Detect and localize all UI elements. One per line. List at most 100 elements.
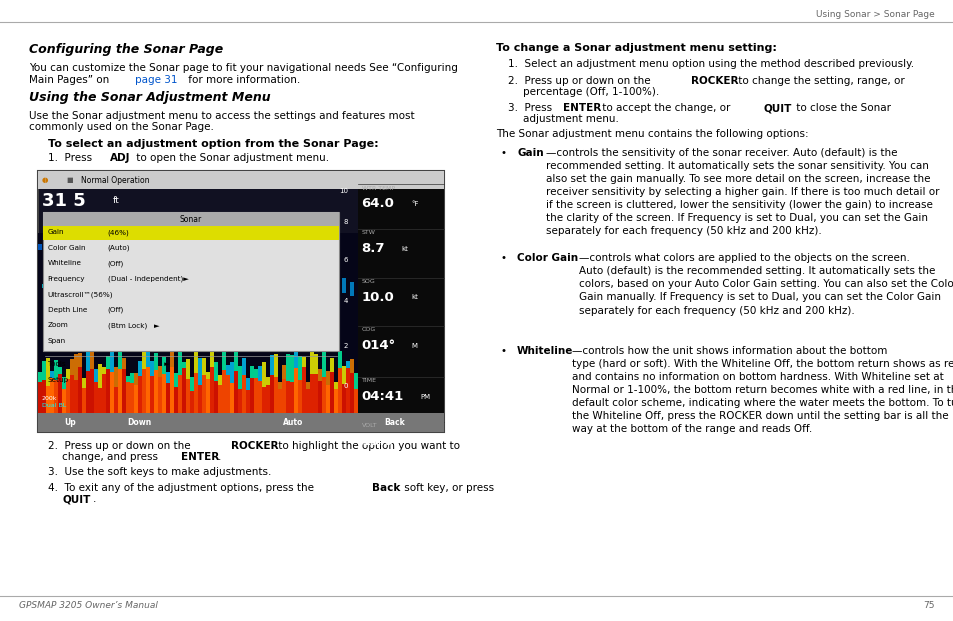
FancyBboxPatch shape	[62, 389, 66, 413]
FancyBboxPatch shape	[297, 380, 301, 413]
FancyBboxPatch shape	[198, 358, 202, 385]
Text: .: .	[92, 494, 96, 504]
FancyBboxPatch shape	[38, 171, 443, 189]
FancyBboxPatch shape	[150, 376, 153, 413]
FancyBboxPatch shape	[270, 355, 274, 375]
Text: 0: 0	[343, 383, 348, 389]
FancyBboxPatch shape	[178, 375, 182, 413]
FancyBboxPatch shape	[325, 371, 330, 385]
Text: 04:41: 04:41	[361, 390, 403, 403]
FancyBboxPatch shape	[86, 260, 90, 263]
FancyBboxPatch shape	[166, 372, 170, 383]
Text: (Off): (Off)	[108, 260, 124, 266]
FancyBboxPatch shape	[270, 375, 274, 413]
FancyBboxPatch shape	[133, 302, 138, 307]
Text: STW: STW	[361, 230, 375, 235]
FancyBboxPatch shape	[294, 368, 297, 413]
Text: change, and press: change, and press	[62, 452, 161, 462]
FancyBboxPatch shape	[237, 389, 242, 413]
FancyBboxPatch shape	[110, 373, 114, 413]
Text: •: •	[500, 148, 506, 158]
Text: 13.9: 13.9	[361, 435, 394, 448]
Text: kt: kt	[411, 294, 417, 301]
Text: 3.  Use the soft keys to make adjustments.: 3. Use the soft keys to make adjustments…	[48, 467, 271, 477]
FancyBboxPatch shape	[321, 377, 326, 413]
FancyBboxPatch shape	[126, 383, 130, 413]
FancyBboxPatch shape	[334, 296, 337, 304]
FancyBboxPatch shape	[51, 378, 54, 413]
FancyBboxPatch shape	[106, 369, 110, 413]
FancyBboxPatch shape	[213, 362, 217, 381]
Text: percentage (Off, 1-100%).: percentage (Off, 1-100%).	[522, 87, 659, 97]
FancyBboxPatch shape	[217, 374, 222, 384]
FancyBboxPatch shape	[193, 373, 198, 413]
Text: COG: COG	[361, 327, 375, 332]
FancyBboxPatch shape	[82, 378, 86, 388]
FancyBboxPatch shape	[286, 381, 290, 413]
FancyBboxPatch shape	[290, 355, 294, 382]
FancyBboxPatch shape	[106, 275, 110, 280]
FancyBboxPatch shape	[133, 385, 138, 413]
FancyBboxPatch shape	[102, 367, 106, 374]
FancyBboxPatch shape	[114, 368, 118, 388]
FancyBboxPatch shape	[86, 349, 90, 371]
FancyBboxPatch shape	[230, 383, 233, 413]
FancyBboxPatch shape	[290, 237, 294, 250]
FancyBboxPatch shape	[306, 389, 310, 413]
Text: ft: ft	[112, 196, 119, 204]
FancyBboxPatch shape	[310, 374, 314, 413]
FancyBboxPatch shape	[158, 276, 162, 283]
FancyBboxPatch shape	[130, 250, 133, 264]
FancyBboxPatch shape	[253, 369, 257, 378]
Text: 64.0: 64.0	[361, 197, 394, 211]
FancyBboxPatch shape	[226, 374, 230, 413]
FancyBboxPatch shape	[146, 282, 150, 289]
FancyBboxPatch shape	[274, 355, 277, 377]
FancyBboxPatch shape	[130, 373, 133, 383]
FancyBboxPatch shape	[46, 386, 51, 413]
FancyBboxPatch shape	[173, 250, 178, 266]
FancyBboxPatch shape	[43, 212, 338, 351]
FancyBboxPatch shape	[297, 356, 301, 380]
FancyBboxPatch shape	[233, 283, 237, 294]
FancyBboxPatch shape	[94, 270, 98, 278]
FancyBboxPatch shape	[46, 358, 51, 386]
FancyBboxPatch shape	[162, 356, 166, 374]
Text: Configuring the Sonar Page: Configuring the Sonar Page	[29, 43, 223, 57]
FancyBboxPatch shape	[222, 351, 226, 370]
FancyBboxPatch shape	[341, 384, 345, 413]
Text: commonly used on the Sonar Page.: commonly used on the Sonar Page.	[29, 122, 213, 132]
FancyBboxPatch shape	[98, 388, 102, 413]
Text: Using the Sonar Adjustment Menu: Using the Sonar Adjustment Menu	[29, 91, 270, 104]
FancyBboxPatch shape	[314, 354, 317, 374]
FancyBboxPatch shape	[173, 373, 178, 386]
FancyBboxPatch shape	[226, 365, 230, 374]
Text: Ultrascroll™(56%): Ultrascroll™(56%)	[48, 291, 113, 297]
FancyBboxPatch shape	[341, 278, 345, 293]
FancyBboxPatch shape	[74, 270, 78, 278]
Text: The Sonar adjustment menu contains the following options:: The Sonar adjustment menu contains the f…	[496, 129, 808, 138]
Text: 2.  Press up or down on the: 2. Press up or down on the	[48, 441, 193, 451]
FancyBboxPatch shape	[38, 372, 42, 382]
FancyBboxPatch shape	[170, 349, 173, 367]
Text: —controls what colors are applied to the objects on the screen.
Auto (default) i: —controls what colors are applied to the…	[578, 253, 953, 315]
Text: WTR TEMP: WTR TEMP	[361, 186, 395, 191]
FancyBboxPatch shape	[98, 364, 102, 388]
FancyBboxPatch shape	[337, 351, 341, 368]
FancyBboxPatch shape	[341, 366, 345, 384]
FancyBboxPatch shape	[190, 391, 193, 413]
FancyBboxPatch shape	[202, 375, 206, 413]
FancyBboxPatch shape	[182, 368, 186, 413]
FancyBboxPatch shape	[354, 373, 357, 389]
FancyBboxPatch shape	[198, 385, 202, 413]
Text: ROCKER: ROCKER	[690, 76, 738, 86]
FancyBboxPatch shape	[266, 297, 270, 304]
FancyBboxPatch shape	[345, 361, 350, 368]
FancyBboxPatch shape	[250, 238, 253, 243]
FancyBboxPatch shape	[146, 367, 150, 413]
FancyBboxPatch shape	[182, 361, 186, 368]
FancyBboxPatch shape	[210, 340, 213, 366]
FancyBboxPatch shape	[66, 379, 70, 413]
FancyBboxPatch shape	[330, 373, 334, 413]
FancyBboxPatch shape	[325, 385, 330, 413]
